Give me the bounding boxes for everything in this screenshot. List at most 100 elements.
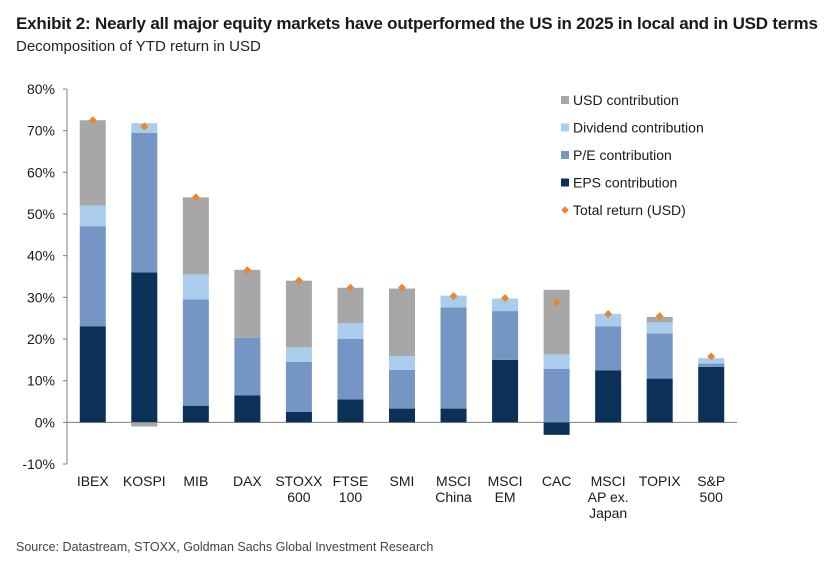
bar-segment-p-e-contribution: [131, 132, 158, 273]
y-tick-label: 30%: [27, 289, 55, 305]
y-tick-label: 0%: [35, 414, 55, 430]
bar-segment-usd-contribution: [131, 422, 158, 427]
y-tick-label: 60%: [27, 164, 55, 180]
x-category-label-line: 100: [339, 489, 363, 505]
total-return-marker: [552, 298, 561, 307]
bar-segment-eps-contribution: [182, 405, 209, 423]
chart-subtitle: Decomposition of YTD return in USD: [16, 38, 261, 55]
x-category-label-line: DAX: [233, 473, 262, 489]
legend-swatch: [561, 96, 569, 104]
bar-segment-usd-contribution: [389, 288, 415, 357]
total-return-marker: [707, 352, 716, 361]
x-category-label: DAX: [233, 473, 262, 489]
y-tick-label: 50%: [27, 206, 55, 222]
x-category-label-line: Japan: [589, 505, 627, 521]
bar-segment-p-e-contribution: [595, 326, 622, 371]
legend-label: USD contribution: [573, 92, 679, 108]
x-category-label-line: TOPIX: [639, 473, 681, 489]
legend: USD contribution Dividend contribution P/E…: [561, 92, 704, 218]
bar-segment-p-e-contribution: [234, 337, 261, 396]
total-return-marker: [449, 292, 458, 301]
legend-swatch: [561, 178, 569, 187]
bar-segment-usd-contribution: [234, 269, 261, 338]
total-return-marker: [294, 276, 303, 285]
x-category-label-line: SMI: [390, 473, 415, 489]
bar-segment-p-e-contribution: [182, 299, 209, 406]
bar-segment-usd-contribution: [79, 120, 106, 206]
source-note: Source: Datastream, STOXX, Goldman Sachs…: [16, 540, 434, 554]
legend-label: Dividend contribution: [573, 120, 704, 136]
bar-segment-eps-contribution: [131, 272, 158, 423]
legend-label: Total return (USD): [573, 202, 686, 218]
x-category-label: CAC: [542, 473, 572, 489]
bar-segment-dividend-contribution: [285, 347, 312, 362]
legend-label: EPS contribution: [573, 175, 677, 191]
bar-segment-dividend-contribution: [646, 322, 673, 334]
bar-segment-p-e-contribution: [698, 363, 725, 367]
x-category-label-line: MSCI: [436, 473, 471, 489]
bar-segment-usd-contribution: [285, 280, 312, 348]
x-category-label: TOPIX: [639, 473, 681, 489]
x-category-label: STOXX 600: [275, 473, 323, 505]
x-category-label: IBEX: [77, 473, 110, 489]
x-category-label-line: STOXX: [275, 473, 323, 489]
x-category-label-line: 500: [700, 489, 724, 505]
bar-segment-eps-contribution: [543, 422, 570, 435]
bar-segment-p-e-contribution: [440, 307, 467, 409]
total-return-markers: [88, 116, 716, 361]
x-category-label-line: MIB: [183, 473, 208, 489]
x-category-label: S&P 500: [697, 473, 725, 505]
x-category-label-line: 600: [287, 489, 311, 505]
total-return-marker: [140, 122, 149, 131]
bar-segment-p-e-contribution: [285, 361, 312, 412]
total-return-marker: [501, 294, 510, 303]
y-tick-label: 10%: [27, 373, 55, 389]
x-category-label-line: S&P: [697, 473, 725, 489]
bar-segment-eps-contribution: [646, 378, 673, 423]
chart-title: Exhibit 2: Nearly all major equity marke…: [16, 14, 818, 33]
legend-label: P/E contribution: [573, 147, 672, 163]
bar-segment-dividend-contribution: [440, 295, 467, 308]
x-category-label: MSCI AP ex. Japan: [588, 473, 629, 521]
x-category-label: KOSPI: [123, 473, 166, 489]
bar-segment-eps-contribution: [79, 326, 106, 423]
stacked-bar-chart: -10% 0% 10% 20% 30% 40% 50% 60% 70% 80% IBEX KOSPI M…: [22, 81, 737, 521]
total-return-marker: [243, 266, 252, 275]
x-category-label: MSCI EM: [488, 473, 523, 505]
x-category-label: MIB: [183, 473, 208, 489]
x-category-label-line: FTSE: [333, 473, 369, 489]
legend-swatch: [561, 151, 569, 159]
x-category-label-line: MSCI: [488, 473, 523, 489]
bar-segment-eps-contribution: [595, 370, 622, 423]
bar-segment-p-e-contribution: [646, 333, 673, 379]
bar-segment-eps-contribution: [492, 359, 519, 423]
bar-segment-dividend-contribution: [492, 298, 519, 312]
bar-segment-dividend-contribution: [79, 205, 106, 227]
x-category-label-line: AP ex.: [588, 489, 629, 505]
bar-segment-p-e-contribution: [337, 339, 364, 400]
bar-segment-p-e-contribution: [389, 369, 415, 409]
legend-swatch: [561, 123, 569, 132]
y-tick-label: 20%: [27, 331, 55, 347]
bar-segment-dividend-contribution: [337, 323, 364, 339]
bar-segment-dividend-contribution: [698, 358, 725, 364]
total-return-marker: [346, 283, 355, 292]
y-tick-label: 80%: [27, 81, 55, 97]
total-return-marker: [655, 312, 664, 321]
bar-segment-eps-contribution: [440, 408, 467, 423]
y-tick-label: -10%: [22, 456, 55, 472]
total-return-marker: [191, 193, 200, 202]
total-return-marker: [604, 310, 613, 318]
bar-segment-usd-contribution: [337, 287, 364, 324]
bars-layer: [79, 120, 725, 435]
x-category-label-line: KOSPI: [123, 473, 166, 489]
bar-segment-p-e-contribution: [543, 369, 570, 423]
axis-layer: -10% 0% 10% 20% 30% 40% 50% 60% 70% 80% IBEX KOSPI M…: [22, 81, 737, 521]
x-category-label-line: MSCI: [591, 473, 626, 489]
bar-segment-eps-contribution: [234, 395, 261, 423]
total-return-marker: [88, 116, 97, 125]
bar-segment-eps-contribution: [337, 399, 364, 423]
bar-segment-dividend-contribution: [595, 314, 622, 327]
total-return-marker: [398, 283, 406, 292]
bar-segment-eps-contribution: [389, 408, 415, 423]
